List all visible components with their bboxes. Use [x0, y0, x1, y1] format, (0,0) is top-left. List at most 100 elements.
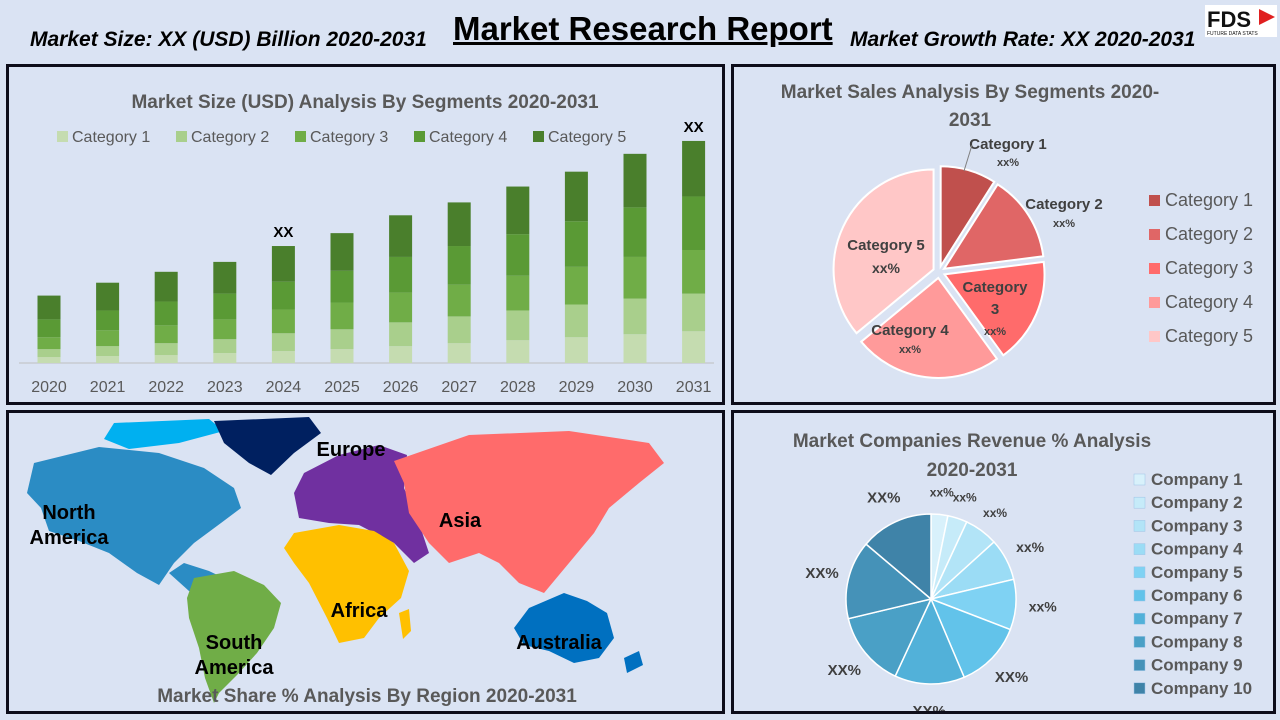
bar-segment-2021-category-2 [96, 346, 120, 357]
x-tick-2022: 2022 [148, 379, 184, 396]
pie-legend-swatch-category-4 [1149, 297, 1160, 308]
legend-label-category-5: Category 5 [548, 129, 626, 146]
company-slice-company-8 [847, 597, 933, 678]
australia-shape [514, 593, 614, 663]
x-tick-2030: 2030 [617, 379, 653, 396]
bar-segment-2027-category-4 [447, 246, 471, 285]
x-tick-2020: 2020 [31, 379, 67, 396]
bar-segment-2022-category-3 [154, 325, 178, 344]
bar-segment-2020-category-3 [37, 337, 61, 350]
bar-segment-2030-category-1 [623, 334, 647, 363]
company-value-company-9: XX% [805, 565, 838, 582]
bar-segment-2023-category-4 [213, 293, 237, 320]
region-label-asia: Asia [439, 510, 482, 532]
company-slice-company-6 [929, 597, 1012, 679]
legend-swatch-category-3 [295, 131, 306, 142]
company-legend-label-company-6: Company 6 [1151, 586, 1243, 605]
pie-slices: Category 1 xx% Category 2 xx% Category 3 xx% Ca… [832, 136, 1103, 379]
bar-segment-2030-category-5 [623, 153, 647, 208]
bar-segment-2031-category-3 [682, 249, 706, 294]
bar-annotation-2031: XX [684, 119, 704, 136]
x-tick-2021: 2021 [90, 379, 126, 396]
company-logo: FDS FUTURE DATA STATS [1205, 5, 1277, 37]
x-tick-2026: 2026 [383, 379, 419, 396]
company-legend-swatch-company-10 [1133, 682, 1146, 695]
pie-value-category-1: xx% [997, 157, 1019, 169]
company-legend-label-company-10: Company 10 [1151, 679, 1252, 698]
bar-segment-2028-category-2 [506, 310, 530, 341]
logo-arrow-icon [1259, 9, 1275, 25]
bar-segment-2025-category-4 [330, 270, 354, 303]
company-legend-swatch-company-2 [1133, 496, 1146, 509]
company-legend-swatch-company-7 [1133, 612, 1146, 625]
bar-segment-2024-category-1 [271, 351, 295, 363]
company-legend-swatch-company-8 [1133, 636, 1146, 648]
bar-segment-2028-category-4 [506, 234, 530, 276]
madagascar-shape [399, 609, 411, 639]
company-value-company-1: xx% [930, 486, 954, 500]
pie-value-category-5: xx% [872, 260, 901, 276]
bar-segment-2026-category-3 [389, 292, 413, 323]
bar-annotation-2024: XX [273, 224, 293, 241]
companies-pie-chart: Market Companies Revenue % Analysis 2020… [793, 431, 1252, 720]
company-legend-swatch-company-1 [1133, 473, 1146, 486]
bar-segment-2022-category-2 [154, 343, 178, 356]
companies-chart-title-line2: 2020-2031 [927, 460, 1018, 481]
bar-segment-2025-category-2 [330, 329, 354, 350]
companies-pie-panel: Market Companies Revenue % Analysis 2020… [731, 410, 1276, 720]
region-label-north-america-line2: America [30, 527, 110, 549]
x-tick-2027: 2027 [441, 379, 477, 396]
company-value-company-4: xx% [1016, 539, 1045, 555]
companies-chart-title-line1: Market Companies Revenue % Analysis [793, 431, 1151, 452]
bar-segment-2024-category-2 [271, 333, 295, 352]
legend-swatch-category-1 [57, 131, 68, 142]
bar-segment-2029-category-4 [564, 221, 588, 267]
company-legend-label-company-2: Company 2 [1151, 493, 1243, 512]
company-legend-label-company-9: Company 9 [1151, 656, 1243, 675]
company-value-company-8: XX% [828, 662, 861, 679]
segment-pie-panel: Market Sales Analysis By Segments 2020- … [731, 64, 1276, 405]
company-legend-swatch-company-5 [1133, 566, 1146, 579]
pie-value-category-2: xx% [1053, 218, 1075, 230]
pie-legend-swatch-category-3 [1149, 263, 1160, 274]
company-value-company-6: XX% [995, 669, 1028, 686]
bar-segment-2020-category-2 [37, 349, 61, 358]
pie-slice-category-3 [942, 260, 1046, 357]
bar-segment-2029-category-3 [564, 266, 588, 305]
x-tick-2029: 2029 [559, 379, 595, 396]
europe-shape [294, 445, 429, 563]
bar-segment-2025-category-3 [330, 302, 354, 330]
bar-segment-2021-category-1 [96, 356, 120, 363]
bar-segment-2022-category-5 [154, 271, 178, 302]
pie-chart-title-line1: Market Sales Analysis By Segments 2020- [781, 82, 1159, 103]
pie-legend-label-category-3: Category 3 [1165, 258, 1253, 278]
bar-segment-2023-category-1 [213, 353, 237, 363]
bar-segment-2027-category-5 [447, 202, 471, 247]
stacked-bar-chart: Market Size (USD) Analysis By Segments 2… [19, 92, 714, 396]
logo-text: FDS [1207, 7, 1251, 32]
bar-segment-2023-category-3 [213, 319, 237, 340]
pie-legend-swatch-category-5 [1149, 331, 1160, 342]
africa-shape [284, 525, 409, 643]
pie-legend-swatch-category-2 [1149, 229, 1160, 240]
legend-label-category-3: Category 3 [310, 129, 388, 146]
region-label-north-america-line1: North [42, 502, 95, 524]
bar-segment-2020-category-1 [37, 357, 61, 363]
bar-chart-marks: XX XX [37, 119, 706, 363]
company-value-company-3: xx% [983, 506, 1007, 520]
company-slice-company-10 [865, 513, 932, 601]
asia-shape [394, 431, 664, 593]
pie-label-category-1: Category 1 [969, 136, 1047, 153]
bar-segment-2025-category-1 [330, 349, 354, 363]
bar-segment-2022-category-1 [154, 355, 178, 363]
x-tick-2028: 2028 [500, 379, 536, 396]
pie-label-category-2: Category 2 [1025, 196, 1103, 213]
bar-segment-2026-category-1 [389, 346, 413, 363]
pie-legend: Category 1 Category 2 Category 3 Category 4… [1149, 190, 1253, 346]
legend-label-category-2: Category 2 [191, 129, 269, 146]
region-map-panel: North America Europe Asia Africa South A… [6, 410, 725, 714]
legend-swatch-category-2 [176, 131, 187, 142]
pie-label-category-4: Category 4 [871, 322, 949, 339]
bar-segment-2024-category-5 [271, 246, 295, 282]
map-title: Market Share % Analysis By Region 2020-2… [157, 686, 577, 707]
